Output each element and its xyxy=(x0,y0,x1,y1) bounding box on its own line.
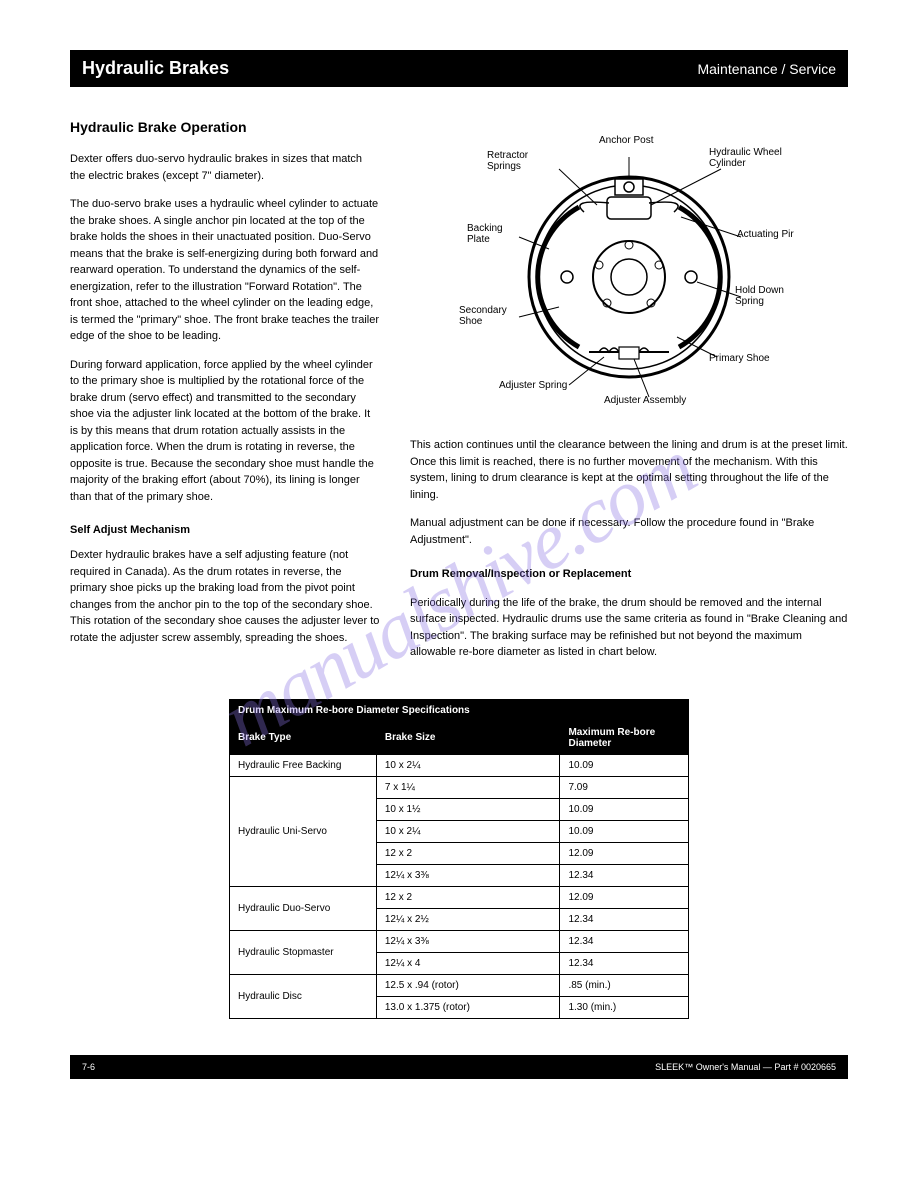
drum-spec-table: Drum Maximum Re-bore Diameter Specificat… xyxy=(229,699,689,1019)
right-column: Anchor Post Retractor Springs Hydraulic … xyxy=(410,117,848,673)
label-retractor-springs: Retractor Springs xyxy=(487,150,547,172)
label-secondary-shoe: Secondary Shoe xyxy=(459,305,519,327)
section-title: Hydraulic Brake Operation xyxy=(70,117,380,137)
table-row: Hydraulic Free Backing 10 x 2¼ 10.09 xyxy=(230,754,689,776)
label-backing-plate: Backing Plate xyxy=(467,223,517,245)
self-adjust-heading: Self Adjust Mechanism xyxy=(70,523,380,539)
cell-size: 12.5 x .94 (rotor) xyxy=(376,974,560,996)
table-row: Hydraulic Duo-Servo 12 x 2 12.09 xyxy=(230,886,689,908)
table-row: Hydraulic Uni-Servo 7 x 1¼ 7.09 xyxy=(230,776,689,798)
drum-section-heading: Drum Removal/Inspection or Replacement xyxy=(410,566,848,583)
left-column: Hydraulic Brake Operation Dexter offers … xyxy=(70,117,380,673)
brake-diagram: Anchor Post Retractor Springs Hydraulic … xyxy=(459,117,799,417)
col-header-for-header-brake-size: Brake Size xyxy=(376,721,560,754)
page-header-bar: Hydraulic Brakes Maintenance / Service xyxy=(70,50,848,87)
cell-size: 7 x 1¼ xyxy=(376,776,560,798)
below-diagram-text: This action continues until the clearanc… xyxy=(410,437,848,661)
cell-brake-type: Hydraulic Disc xyxy=(230,974,377,1018)
cell-size: 12¼ x 2½ xyxy=(376,908,560,930)
cell-brake-type: Hydraulic Stopmaster xyxy=(230,930,377,974)
cell-size: 12¼ x 3⅜ xyxy=(376,864,560,886)
col-header-max-rebore: Maximum Re-bore Diameter xyxy=(560,721,689,754)
label-primary-shoe: Primary Shoe xyxy=(709,353,770,364)
intro-para-3: During forward application, force applie… xyxy=(70,357,380,506)
table-title: Drum Maximum Re-bore Diameter Specificat… xyxy=(230,699,689,721)
label-actuating-pin: Actuating Pir xyxy=(737,229,794,240)
cell-brake-type: Hydraulic Uni-Servo xyxy=(230,776,377,886)
cell-max: 10.09 xyxy=(560,798,689,820)
label-anchor-post: Anchor Post xyxy=(599,135,653,146)
label-adjuster-assembly: Adjuster Assembly xyxy=(604,395,686,406)
cell-size: 12¼ x 3⅜ xyxy=(376,930,560,952)
below-diagram-para-2: Manual adjustment can be done if necessa… xyxy=(410,515,848,548)
cell-size: 12¼ x 4 xyxy=(376,952,560,974)
cell-max: 12.09 xyxy=(560,886,689,908)
drum-spec-table-area: Drum Maximum Re-bore Diameter Specificat… xyxy=(229,699,689,1019)
page-footer-bar: 7-6 SLEEK™ Owner's Manual — Part # 00206… xyxy=(70,1055,848,1079)
drum-section-para: Periodically during the life of the brak… xyxy=(410,595,848,661)
intro-para-1: Dexter offers duo-servo hydraulic brakes… xyxy=(70,151,380,184)
footer-page-number: 7-6 xyxy=(82,1062,95,1072)
cell-max: .85 (min.) xyxy=(560,974,689,996)
cell-max: 12.09 xyxy=(560,842,689,864)
label-adjuster-spring: Adjuster Spring xyxy=(499,380,567,391)
cell-size: 10 x 1½ xyxy=(376,798,560,820)
header-title-left: Hydraulic Brakes xyxy=(82,58,229,79)
cell-max: 12.34 xyxy=(560,908,689,930)
cell-max: 7.09 xyxy=(560,776,689,798)
cell-max: 12.34 xyxy=(560,930,689,952)
cell-brake-type: Hydraulic Duo-Servo xyxy=(230,886,377,930)
cell-size: 10 x 2¼ xyxy=(376,820,560,842)
header-title-right: Maintenance / Service xyxy=(697,61,836,77)
cell-max: 12.34 xyxy=(560,952,689,974)
below-diagram-para-1: This action continues until the clearanc… xyxy=(410,437,848,503)
cell-max: 1.30 (min.) xyxy=(560,996,689,1018)
intro-para-2: The duo-servo brake uses a hydraulic whe… xyxy=(70,196,380,345)
cell-max: 12.34 xyxy=(560,864,689,886)
footer-manual-info: SLEEK™ Owner's Manual — Part # 0020665 xyxy=(655,1062,836,1072)
label-hold-down-spring: Hold Down Spring xyxy=(735,285,800,307)
cell-size: 10 x 2¼ xyxy=(376,754,560,776)
cell-max: 10.09 xyxy=(560,754,689,776)
table-body: Hydraulic Free Backing 10 x 2¼ 10.09 Hyd… xyxy=(230,754,689,1018)
table-row: Hydraulic Stopmaster 12¼ x 3⅜ 12.34 xyxy=(230,930,689,952)
col-header-brake-type: Brake Type xyxy=(230,721,377,754)
cell-size: 12 x 2 xyxy=(376,842,560,864)
label-hydraulic-wheel-cylinder: Hydraulic Wheel Cylinder xyxy=(709,147,799,169)
self-adjust-para-1: Dexter hydraulic brakes have a self adju… xyxy=(70,547,380,646)
cell-brake-type: Hydraulic Free Backing xyxy=(230,754,377,776)
cell-max: 10.09 xyxy=(560,820,689,842)
cell-size: 13.0 x 1.375 (rotor) xyxy=(376,996,560,1018)
cell-size: 12 x 2 xyxy=(376,886,560,908)
table-row: Hydraulic Disc 12.5 x .94 (rotor) .85 (m… xyxy=(230,974,689,996)
